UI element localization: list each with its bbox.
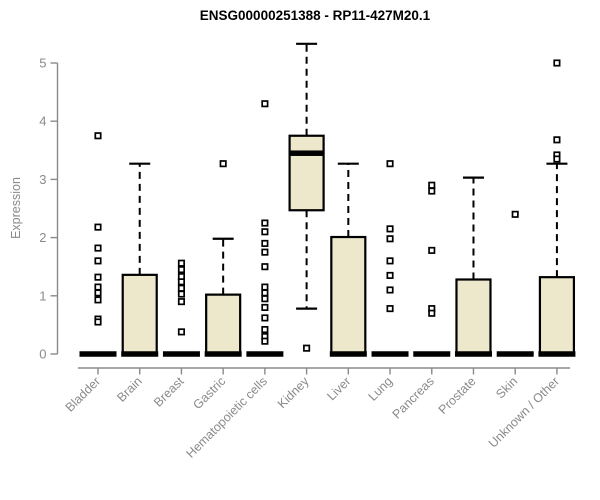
outlier-point bbox=[94, 318, 102, 326]
x-tick-label: Gastric bbox=[190, 374, 228, 412]
outlier-point bbox=[261, 283, 269, 291]
x-tick-label: Breast bbox=[151, 374, 187, 410]
x-tick-label: Kidney bbox=[275, 374, 312, 411]
iqr-box bbox=[455, 278, 492, 356]
boxplot-group-breast bbox=[162, 259, 200, 357]
boxplot-group-gastric bbox=[204, 160, 242, 357]
outlier-point bbox=[94, 244, 102, 252]
outlier-point bbox=[386, 225, 394, 233]
outlier-point bbox=[177, 328, 185, 336]
y-tick-label: 5 bbox=[39, 56, 46, 71]
median-line bbox=[79, 351, 117, 357]
x-tick-label: Lung bbox=[366, 374, 396, 404]
outlier-point bbox=[261, 219, 269, 227]
outlier-point bbox=[261, 100, 269, 108]
outlier-point bbox=[177, 298, 185, 306]
median-line bbox=[246, 351, 284, 357]
outlier-point bbox=[94, 257, 102, 265]
iqr-box bbox=[330, 235, 367, 356]
outlier-point bbox=[386, 271, 394, 279]
outlier-point bbox=[261, 314, 269, 322]
iqr-box bbox=[121, 273, 158, 356]
x-tick-label: Liver bbox=[324, 374, 353, 403]
outlier-point bbox=[511, 210, 519, 218]
outlier-point bbox=[177, 284, 185, 292]
outlier-point bbox=[428, 187, 436, 195]
outlier-point bbox=[177, 259, 185, 267]
outlier-point bbox=[94, 132, 102, 140]
outlier-point bbox=[261, 326, 269, 334]
median-line bbox=[289, 150, 324, 156]
median-line bbox=[538, 351, 576, 357]
outlier-point bbox=[428, 181, 436, 189]
outlier-point bbox=[386, 257, 394, 265]
outlier-point bbox=[303, 344, 311, 352]
x-tick-label: Hematopoietic cells bbox=[183, 374, 270, 461]
outlier-point bbox=[94, 273, 102, 281]
x-tick-label: Brain bbox=[114, 374, 145, 405]
y-tick-label: 4 bbox=[39, 114, 46, 129]
iqr-box bbox=[288, 134, 325, 212]
outlier-point bbox=[553, 136, 561, 144]
outlier-point bbox=[553, 155, 561, 163]
outlier-point bbox=[428, 309, 436, 317]
iqr-box bbox=[538, 276, 576, 356]
outlier-point bbox=[261, 248, 269, 256]
outlier-point bbox=[261, 303, 269, 311]
outlier-point bbox=[386, 305, 394, 313]
outlier-point bbox=[94, 283, 102, 291]
boxplot-group-skin bbox=[496, 210, 534, 357]
boxplot-group-kidney bbox=[288, 42, 325, 352]
boxplot-group-bladder bbox=[79, 132, 117, 357]
x-tick-label: Skin bbox=[493, 374, 520, 401]
median-line bbox=[204, 351, 242, 357]
outlier-point bbox=[553, 59, 561, 67]
outlier-point bbox=[261, 289, 269, 297]
y-tick-label: 1 bbox=[39, 288, 46, 303]
boxplot-group-prostate bbox=[454, 176, 492, 357]
y-tick-label: 0 bbox=[39, 347, 46, 362]
chart-title: ENSG00000251388 - RP11-427M20.1 bbox=[199, 8, 431, 23]
outlier-point bbox=[428, 246, 436, 254]
median-line bbox=[329, 351, 367, 357]
outlier-point bbox=[177, 278, 185, 286]
outlier-point bbox=[386, 286, 394, 294]
outlier-point bbox=[386, 160, 394, 168]
outlier-point bbox=[261, 337, 269, 345]
outlier-point bbox=[94, 223, 102, 231]
outlier-point bbox=[261, 263, 269, 271]
median-line bbox=[413, 351, 451, 357]
outlier-point bbox=[261, 228, 269, 236]
outlier-point bbox=[94, 289, 102, 297]
boxplot-group-brain bbox=[121, 162, 159, 357]
median-line bbox=[496, 351, 534, 357]
boxplot-group-lung bbox=[371, 160, 409, 357]
outlier-point bbox=[177, 290, 185, 298]
x-tick-label: Unknown / Other bbox=[486, 374, 562, 450]
y-tick-label: 3 bbox=[39, 172, 46, 187]
boxplot-group-hematopoietic-cells bbox=[246, 100, 284, 357]
x-tick-label: Bladder bbox=[63, 374, 103, 414]
median-line bbox=[454, 351, 492, 357]
iqr-box bbox=[205, 293, 242, 356]
outlier-point bbox=[177, 266, 185, 274]
x-tick-label: Prostate bbox=[436, 374, 479, 417]
boxplot-group-liver bbox=[329, 162, 367, 357]
outlier-point bbox=[261, 295, 269, 303]
y-tick-label: 2 bbox=[39, 230, 46, 245]
outlier-point bbox=[386, 235, 394, 243]
median-line bbox=[371, 351, 409, 357]
outlier-point bbox=[94, 296, 102, 304]
median-line bbox=[121, 351, 159, 357]
boxplot-group-unknown-other bbox=[538, 59, 576, 357]
outlier-point bbox=[219, 160, 227, 168]
median-line bbox=[162, 351, 200, 357]
x-tick-label: Pancreas bbox=[390, 374, 437, 421]
outlier-point bbox=[261, 239, 269, 247]
boxplot-group-pancreas bbox=[413, 181, 451, 357]
